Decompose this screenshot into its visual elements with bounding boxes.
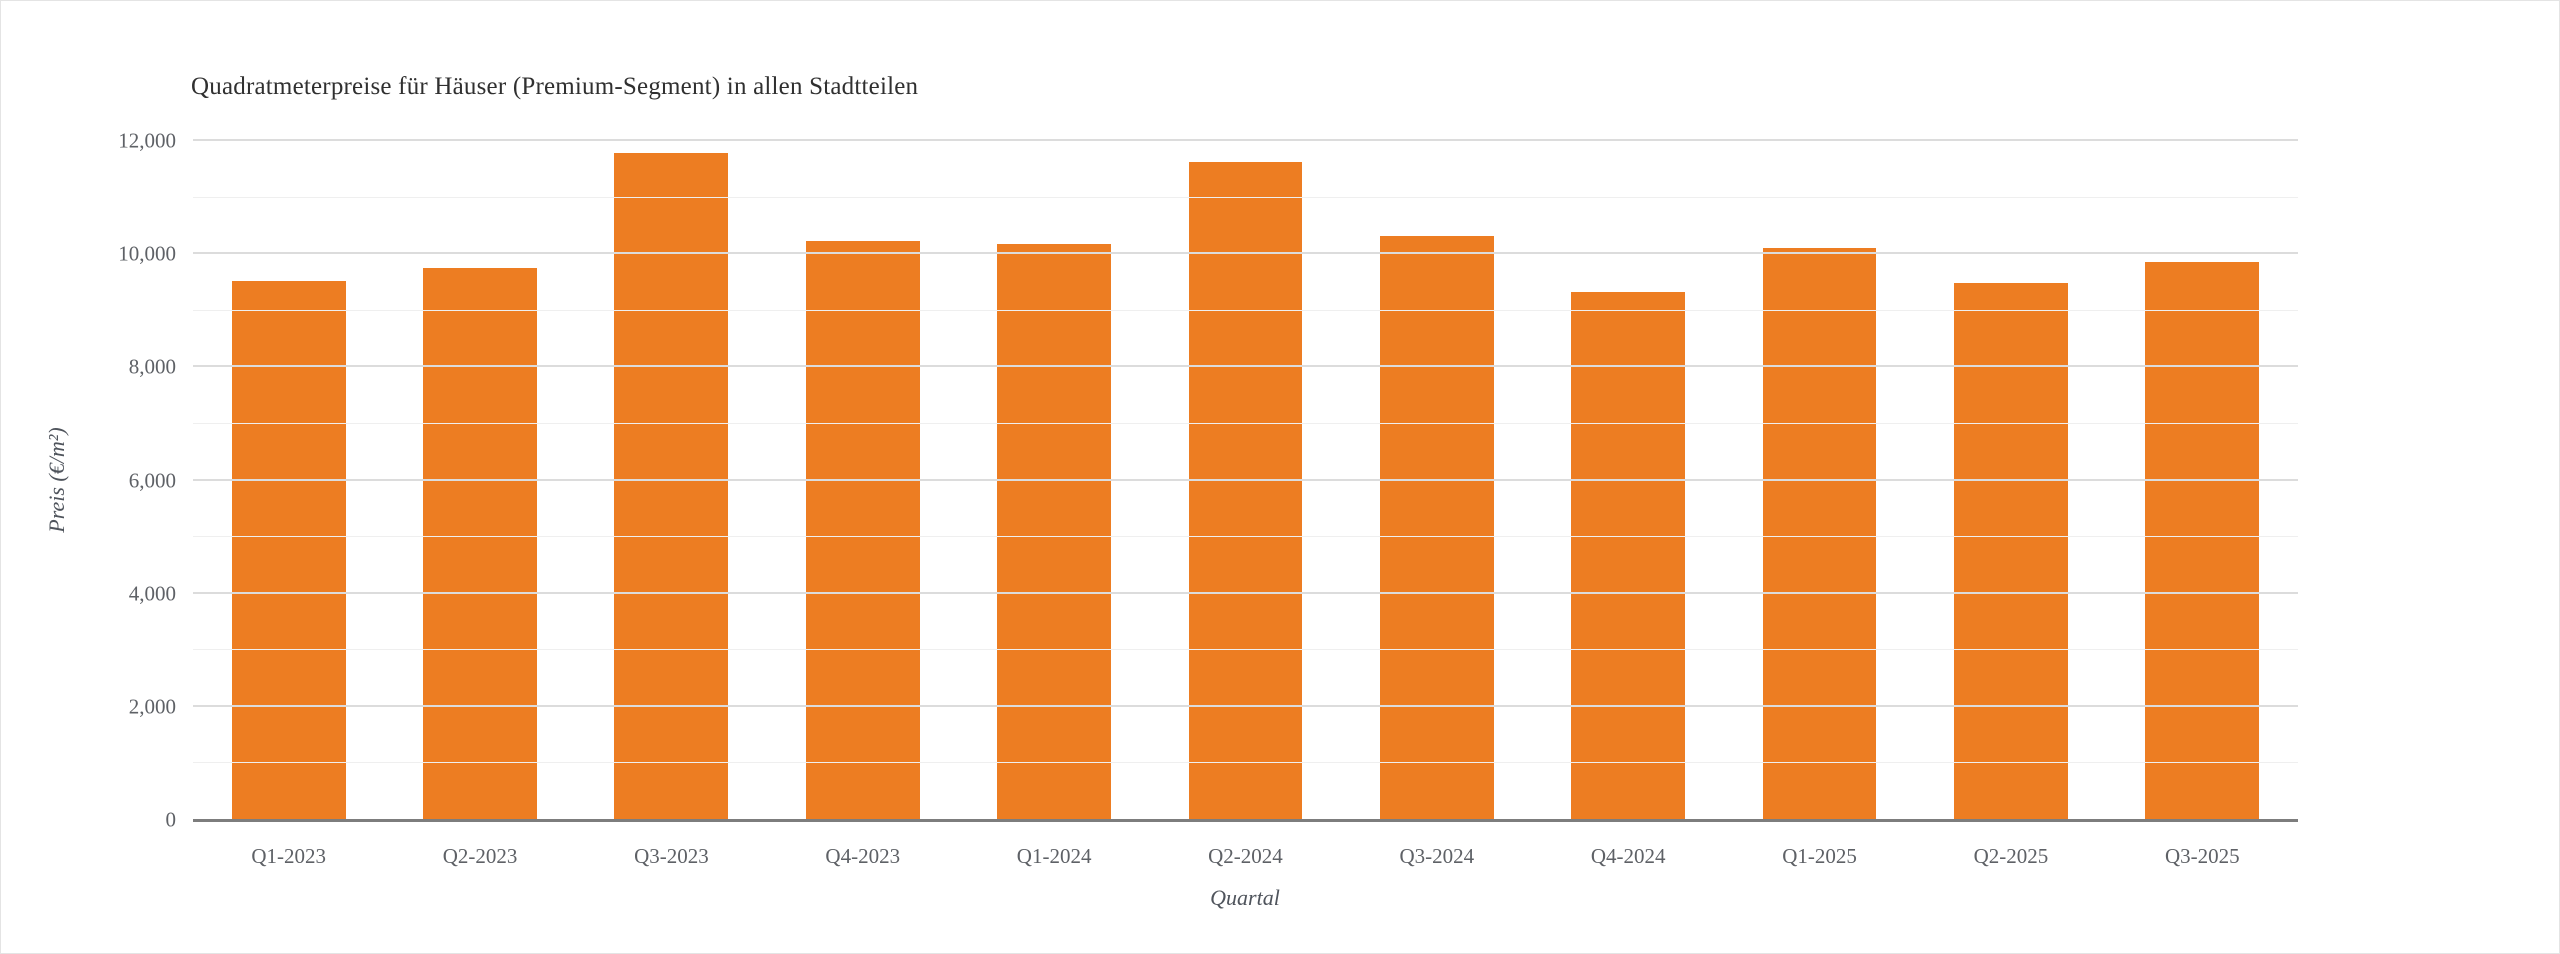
bar-Q1-2024	[997, 243, 1112, 820]
bar-Q2-2023	[423, 267, 537, 820]
bar-Q1-2025	[1762, 247, 1877, 820]
major-gridline-8000	[193, 365, 2298, 368]
major-gridline-10000	[193, 252, 2298, 255]
minor-gridline-3000	[193, 649, 2298, 651]
bar-band-Q1-2023	[193, 141, 384, 820]
bar-band-Q3-2023	[576, 141, 767, 820]
bar-Q3-2023	[614, 153, 729, 820]
bar-Q4-2023	[805, 241, 920, 820]
x-axis-title: Quartal	[1210, 885, 1280, 910]
x-tick-label-Q1-2025: Q1-2025	[1782, 844, 1857, 868]
y-tick-label-6000: 6,000	[128, 468, 176, 492]
y-axis-tick-labels: 0 2,000 4,000 6,000 8,000 10,000 12,000	[1, 129, 176, 832]
bar-band-Q2-2024	[1150, 141, 1341, 820]
major-gridline-4000	[193, 591, 2298, 594]
x-axis-line	[193, 819, 2298, 822]
bar-Q2-2024	[1188, 161, 1303, 820]
y-tick-label-4000: 4,000	[128, 581, 176, 606]
y-tick-label-12000: 12,000	[118, 128, 176, 153]
bar-Q1-2023	[231, 281, 346, 820]
y-tick-label-2000: 2,000	[128, 694, 176, 719]
x-tick-label-Q2-2024: Q2-2024	[1208, 844, 1283, 868]
bar-band-Q2-2023	[384, 141, 575, 820]
y-tick-label-10000: 10,000	[118, 241, 176, 266]
bar-band-Q3-2025	[2107, 141, 2298, 820]
x-tick-label-Q3-2025: Q3-2025	[2164, 844, 2240, 868]
major-gridline-2000	[193, 704, 2298, 707]
x-tick-label-Q1-2023: Q1-2023	[251, 844, 327, 868]
x-tick-label-Q3-2024: Q3-2024	[1399, 844, 1475, 868]
x-tick-label-Q4-2024: Q4-2024	[1590, 844, 1666, 868]
bar-band-Q4-2023	[767, 141, 958, 820]
bar-series	[193, 141, 2298, 820]
minor-gridline-9000	[193, 309, 2298, 311]
y-tick-label-0: 0	[165, 807, 177, 832]
x-tick-label-Q2-2025: Q2-2025	[1973, 844, 2049, 868]
bar-band-Q1-2025	[1724, 141, 1915, 820]
bar-Q3-2024	[1379, 235, 1494, 820]
minor-gridline-1000	[193, 762, 2298, 764]
x-tick-label-Q1-2024: Q1-2024	[1016, 844, 1092, 868]
x-axis-tick-labels: Q1-2023 Q2-2023 Q3-2023 Q4-2023 Q1-2024 Q2-20…	[193, 844, 2298, 869]
major-gridline-6000	[193, 478, 2298, 481]
bar-Q3-2025	[2145, 261, 2260, 820]
bar-Q2-2025	[1953, 283, 2068, 820]
major-gridline-12000	[193, 139, 2298, 141]
minor-gridline-11000	[193, 196, 2298, 198]
x-tick-label-Q4-2023: Q4-2023	[825, 844, 901, 868]
bar-Q4-2024	[1571, 292, 1686, 820]
bar-band-Q4-2024	[1533, 141, 1724, 820]
plot-area	[193, 139, 2298, 820]
minor-gridline-5000	[193, 536, 2298, 538]
bar-band-Q2-2025	[1915, 141, 2106, 820]
x-tick-label-Q3-2023: Q3-2023	[634, 844, 709, 868]
y-tick-label-8000: 8,000	[128, 354, 176, 379]
bar-band-Q1-2024	[958, 141, 1149, 820]
minor-gridline-7000	[193, 422, 2298, 424]
x-tick-label-Q2-2023: Q2-2023	[442, 844, 518, 868]
bar-band-Q3-2024	[1341, 141, 1532, 820]
chart-title: Quadratmeterpreise für Häuser (Premium-S…	[191, 73, 919, 100]
